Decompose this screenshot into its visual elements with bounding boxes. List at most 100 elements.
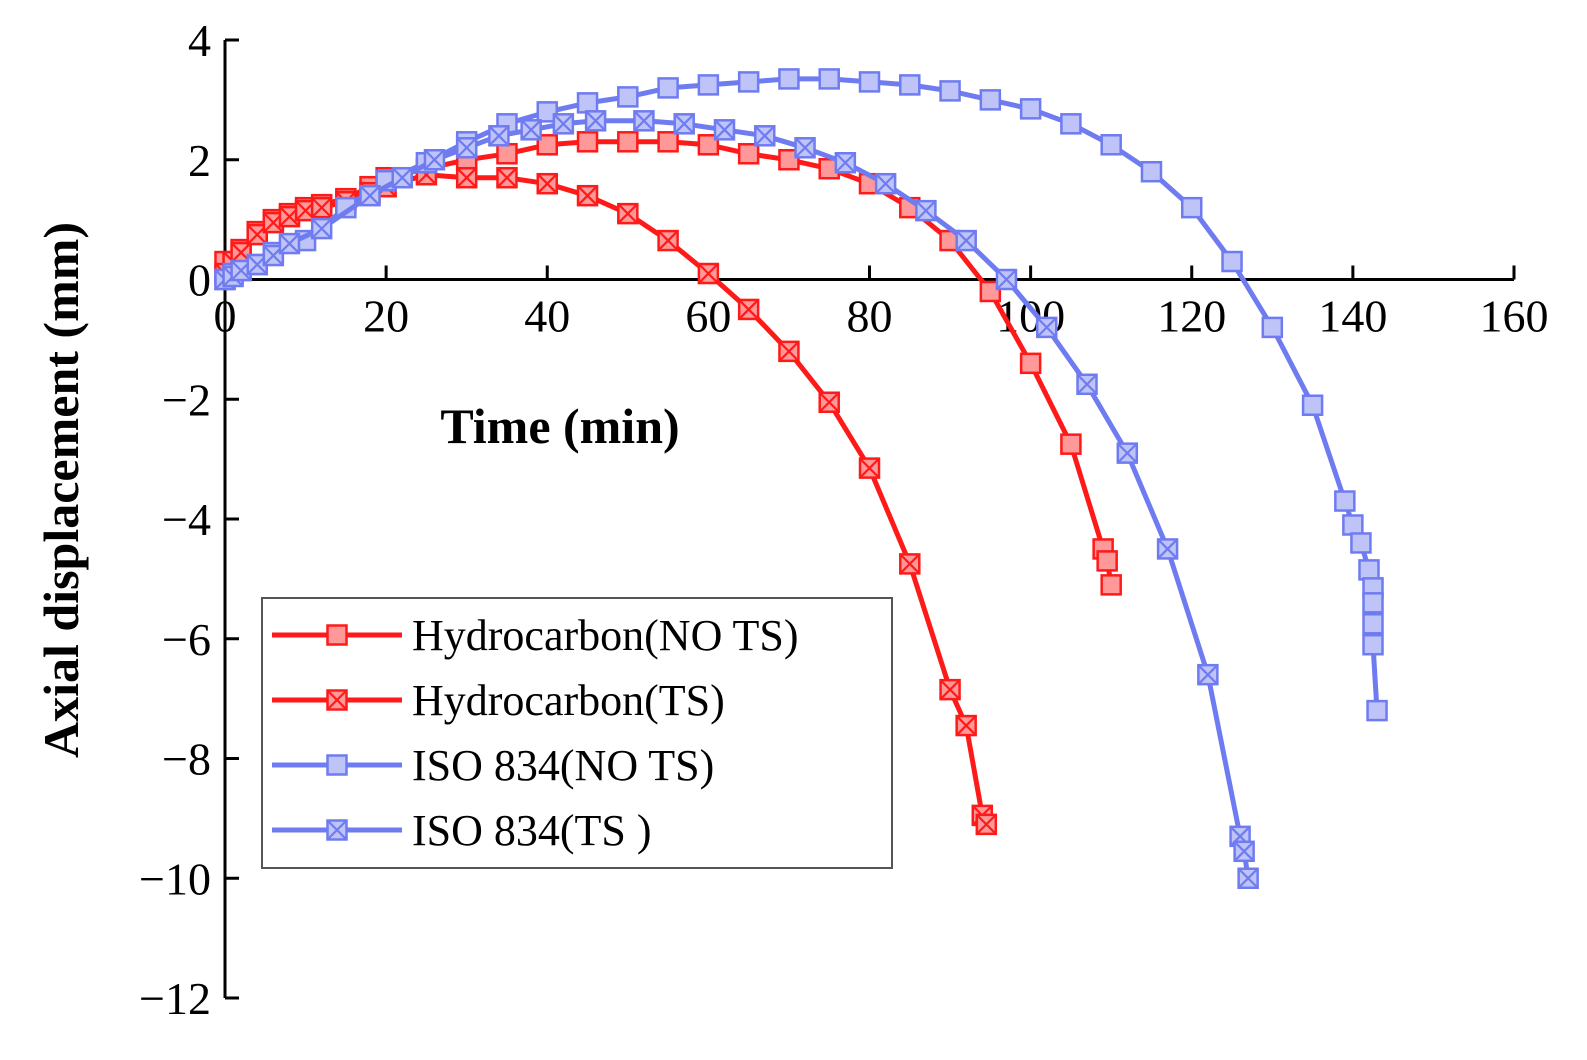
marker-body — [697, 74, 720, 96]
marker-cross — [1233, 841, 1255, 862]
marker-cross — [359, 185, 381, 206]
data-point — [697, 74, 720, 96]
marker-cross — [976, 814, 997, 835]
marker-cross — [488, 125, 510, 147]
marker-cross — [520, 119, 542, 141]
marker-cross — [673, 113, 695, 135]
data-point — [576, 92, 599, 114]
marker-body — [1100, 574, 1122, 596]
marker-body — [1060, 433, 1082, 455]
data-point — [713, 119, 736, 141]
x-tick-label: 120 — [1157, 291, 1226, 342]
series-4 — [214, 110, 1259, 889]
data-point — [520, 119, 542, 141]
y-axis-title: Axial displacement (mm) — [33, 222, 89, 758]
data-point — [1035, 316, 1058, 339]
data-point — [979, 89, 1002, 111]
data-point — [1100, 134, 1122, 156]
x-tick-label: 0 — [214, 291, 237, 342]
marker-cross — [496, 167, 518, 188]
x-axis-title: Time (min) — [440, 398, 679, 454]
data-point — [310, 196, 333, 219]
marker-cross — [456, 167, 477, 188]
data-point — [1181, 196, 1203, 219]
data-point — [737, 71, 760, 93]
data-point — [584, 110, 607, 132]
marker-body — [1096, 550, 1118, 572]
marker-cross — [698, 263, 719, 284]
data-point — [230, 241, 252, 264]
marker-body — [657, 131, 679, 153]
y-tick-label: −2 — [162, 374, 211, 425]
data-point — [246, 253, 268, 276]
marker-cross — [585, 110, 606, 132]
y-tick-label: 0 — [188, 255, 211, 306]
marker-cross — [835, 152, 856, 174]
marker-cross — [633, 110, 655, 132]
marker-body — [1181, 196, 1203, 219]
marker-cross — [778, 341, 800, 362]
legend-label: ISO 834(NO TS) — [412, 741, 714, 790]
marker-cross — [577, 185, 598, 206]
marker-body — [899, 74, 921, 96]
data-point — [794, 137, 816, 159]
data-point — [955, 229, 977, 252]
data-point — [278, 232, 301, 255]
marker-body — [576, 131, 599, 153]
x-tick-label: 60 — [685, 291, 731, 342]
marker-cross — [754, 125, 776, 147]
data-point — [1237, 867, 1259, 889]
data-point — [834, 151, 857, 174]
marker-body — [939, 80, 961, 102]
data-point — [1060, 433, 1082, 455]
marker-body — [1140, 160, 1163, 183]
marker-cross — [536, 173, 558, 194]
data-point — [1116, 442, 1139, 464]
data-point — [617, 131, 639, 153]
marker-cross — [859, 457, 880, 479]
data-point — [899, 553, 921, 575]
data-point — [657, 77, 679, 99]
marker-body — [1019, 98, 1042, 120]
marker-body — [979, 280, 1002, 303]
marker-body — [1362, 592, 1384, 614]
marker-body — [858, 71, 881, 93]
legend-marker — [326, 689, 348, 711]
data-point — [975, 813, 998, 836]
data-point — [310, 217, 333, 240]
marker-cross — [279, 233, 300, 254]
series-2 — [214, 163, 998, 836]
data-point — [488, 125, 510, 147]
data-point — [1366, 699, 1388, 722]
data-point — [617, 86, 639, 108]
marker-cross — [714, 119, 735, 141]
data-point — [1358, 559, 1380, 581]
data-point — [1221, 250, 1243, 273]
data-point — [1060, 113, 1082, 135]
marker-cross — [1237, 867, 1259, 889]
legend-label: Hydrocarbon(TS) — [412, 676, 725, 725]
data-point — [899, 74, 921, 96]
legend-entry: ISO 834(TS ) — [272, 806, 652, 855]
marker-cross — [875, 173, 896, 194]
marker-cross — [617, 203, 639, 224]
data-point — [455, 166, 478, 189]
legend-entry: Hydrocarbon(NO TS) — [272, 611, 799, 660]
data-point — [617, 202, 639, 225]
marker-cross — [1157, 538, 1178, 560]
data-point — [1019, 352, 1042, 375]
legend-label: ISO 834(TS ) — [412, 806, 652, 855]
marker-cross — [657, 230, 679, 251]
x-tick-label: 160 — [1480, 291, 1549, 342]
data-point — [1342, 514, 1364, 536]
data-point — [455, 137, 478, 159]
marker-cross — [899, 553, 921, 575]
data-point — [858, 71, 881, 93]
data-point — [939, 678, 961, 701]
data-point — [1362, 613, 1384, 635]
data-point — [737, 298, 760, 321]
data-point — [858, 457, 881, 479]
marker-body — [657, 77, 679, 99]
marker-cross — [738, 299, 759, 320]
y-tick-label: −4 — [162, 494, 211, 545]
